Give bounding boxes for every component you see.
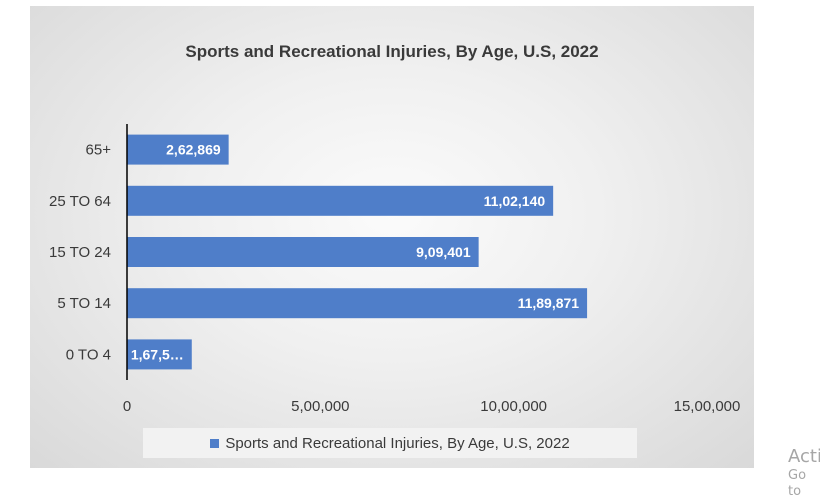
category-label: 15 TO 24 — [49, 244, 111, 261]
bar-chart: 1,67,5… 0 TO 4 11,89,871 5 TO 14 9,09,401 15 … — [49, 124, 741, 415]
activate-windows-watermark: Acti Go to — [788, 446, 820, 500]
legend-label: Sports and Recreational Injuries, By Age… — [225, 434, 570, 452]
bar-value-label: 1,67,5… — [131, 346, 184, 362]
legend: Sports and Recreational Injuries, By Age… — [143, 428, 637, 458]
bar-15-to-24 — [127, 237, 479, 267]
bar-0-to-4 — [127, 339, 192, 370]
category-label: 65+ — [86, 142, 112, 159]
bar-value-label: 11,02,140 — [484, 193, 546, 209]
category-label: 0 TO 4 — [66, 346, 111, 363]
watermark-line-2: Go to — [788, 468, 807, 499]
bar-25-to-64 — [127, 185, 554, 216]
bar-5-to-14 — [127, 288, 588, 319]
category-label: 5 TO 14 — [57, 295, 111, 312]
chart-area: Sports and Recreational Injuries, By Age… — [30, 6, 754, 468]
chart-title: Sports and Recreational Injuries, By Age… — [185, 42, 599, 61]
category-label: 25 TO 64 — [49, 193, 111, 210]
watermark-line-1: Acti — [788, 446, 820, 467]
x-tick-label: 5,00,000 — [291, 398, 349, 415]
x-tick-label: 0 — [123, 398, 131, 415]
bar-value-label: 9,09,401 — [416, 244, 471, 260]
bar-value-label: 11,89,871 — [518, 295, 580, 311]
x-tick-label: 15,00,000 — [674, 398, 741, 415]
legend-swatch — [210, 438, 220, 448]
x-tick-label: 10,00,000 — [480, 398, 547, 415]
bar-value-label: 2,62,869 — [166, 142, 221, 158]
bar-65 — [127, 134, 229, 165]
